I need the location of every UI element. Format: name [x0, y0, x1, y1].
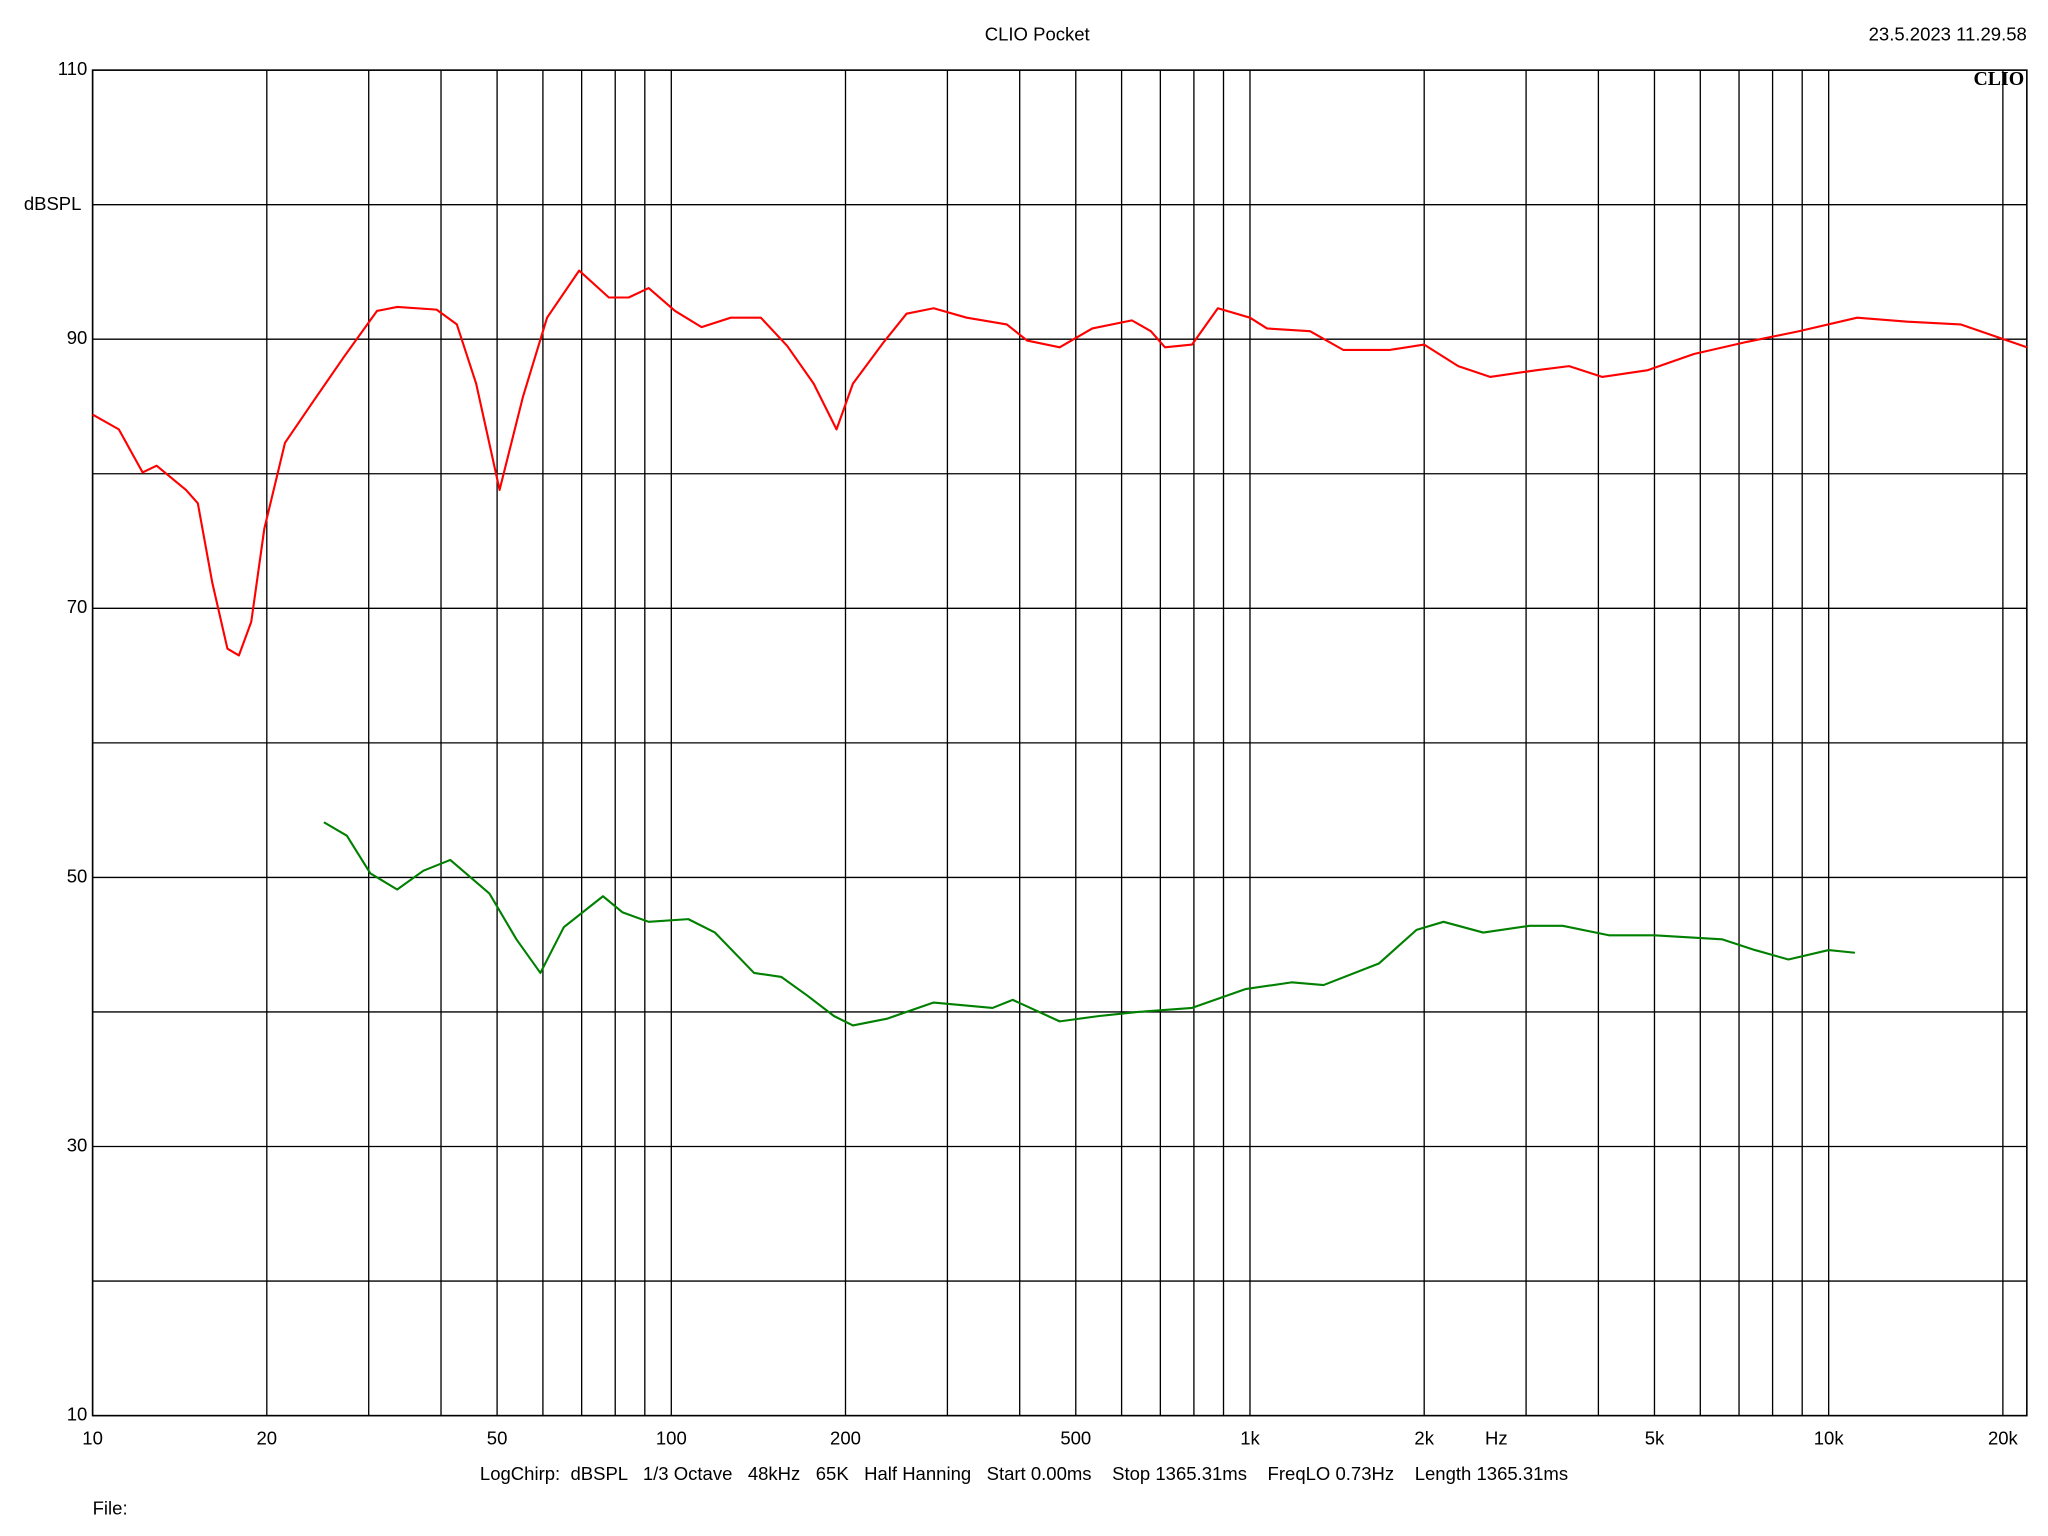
y-axis-label: dBSPL: [24, 193, 82, 214]
x-tick-label: 200: [830, 1427, 861, 1448]
x-tick-label: 10: [82, 1427, 103, 1448]
logo: CLIO: [1973, 68, 2024, 90]
x-tick-label: 100: [656, 1427, 687, 1448]
plot-frame: [91, 69, 2028, 1417]
y-tick-label: 110: [58, 58, 88, 79]
y-tick-label: 90: [67, 327, 88, 348]
x-tick-label: 10k: [1814, 1427, 1845, 1448]
x-tick-label: 20: [257, 1427, 278, 1448]
x-tick-label: 1k: [1240, 1427, 1260, 1448]
data-line: [92, 269, 2028, 657]
file-label: File:: [93, 1497, 128, 1518]
x-tick-label: 2k: [1414, 1427, 1434, 1448]
data-line: [323, 821, 1856, 1027]
y-tick-label: 50: [67, 865, 88, 886]
x-tick-label: 5k: [1645, 1427, 1665, 1448]
x-axis-label: Hz: [1485, 1427, 1508, 1448]
chart-title: CLIO Pocket: [985, 24, 1091, 45]
y-tick-label: 10: [67, 1403, 88, 1424]
settings-line: LogChirp: dBSPL 1/3 Octave 48kHz 65K Hal…: [480, 1463, 1568, 1484]
x-tick-label: 50: [487, 1427, 508, 1448]
x-tick-label: 20k: [1988, 1427, 2019, 1448]
y-tick-label: 30: [67, 1134, 88, 1155]
x-tick-label: 500: [1060, 1427, 1091, 1448]
y-tick-label: 70: [67, 596, 88, 617]
timestamp: 23.5.2023 11.29.58: [1869, 24, 2027, 45]
